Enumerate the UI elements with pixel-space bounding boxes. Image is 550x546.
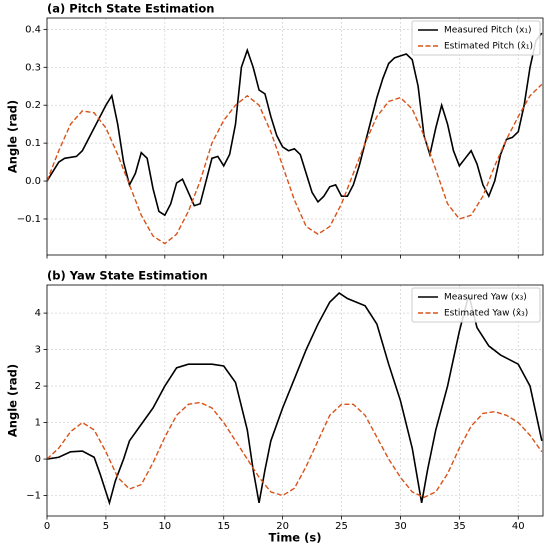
- panel-title: (a) Pitch State Estimation: [47, 2, 214, 16]
- legend: Measured Pitch (x₁) Estimated Pitch (x̂₁): [411, 20, 541, 56]
- y-tick-label: 1: [35, 418, 41, 429]
- legend-label: Estimated Yaw (x̂₃): [444, 308, 528, 319]
- x-tick-label: 15: [217, 521, 230, 532]
- y-tick-label: 0.0: [25, 176, 41, 187]
- y-tick-label: 4: [35, 308, 41, 319]
- legend-box: [411, 20, 541, 56]
- y-tick-label: 0.2: [25, 100, 41, 111]
- x-tick-label: 30: [394, 521, 407, 532]
- x-tick-label: 25: [335, 521, 348, 532]
- legend-label: Measured Pitch (x₁): [444, 26, 532, 36]
- axes-frame: [46, 284, 544, 517]
- y-axis-label: Angle (rad): [6, 100, 20, 173]
- y-tick-label: 0.4: [25, 24, 41, 35]
- x-tick-label: 20: [276, 521, 289, 532]
- data-line: [47, 83, 543, 245]
- y-tick-label: 2: [35, 381, 41, 392]
- axes-frame: [46, 17, 544, 256]
- data-line: [47, 292, 543, 506]
- x-axis-label: Time (s): [269, 531, 322, 545]
- legend-label: Measured Yaw (x₃): [444, 293, 527, 303]
- data-line: [47, 32, 543, 217]
- x-tick-label: 40: [512, 521, 525, 532]
- y-tick-label: 0: [35, 454, 41, 465]
- x-tick-label: 0: [44, 521, 50, 532]
- y-tick-label: −0.1: [17, 214, 41, 225]
- x-tick-label: 10: [158, 521, 171, 532]
- y-tick-label: −1: [26, 491, 41, 502]
- y-tick-label: 3: [35, 345, 41, 356]
- y-tick-label: 0.1: [25, 138, 41, 149]
- x-tick-label: 5: [103, 521, 109, 532]
- x-tick-label: 35: [453, 521, 466, 532]
- legend: Measured Yaw (x₃) Estimated Yaw (x̂₃): [411, 287, 541, 323]
- y-tick-label: 0.3: [25, 62, 41, 73]
- y-axis-label: Angle (rad): [6, 364, 20, 437]
- data-line: [47, 401, 543, 499]
- panel-title: (b) Yaw State Estimation: [47, 269, 208, 283]
- legend-box: [411, 287, 541, 323]
- legend-label: Estimated Pitch (x̂₁): [444, 41, 533, 52]
